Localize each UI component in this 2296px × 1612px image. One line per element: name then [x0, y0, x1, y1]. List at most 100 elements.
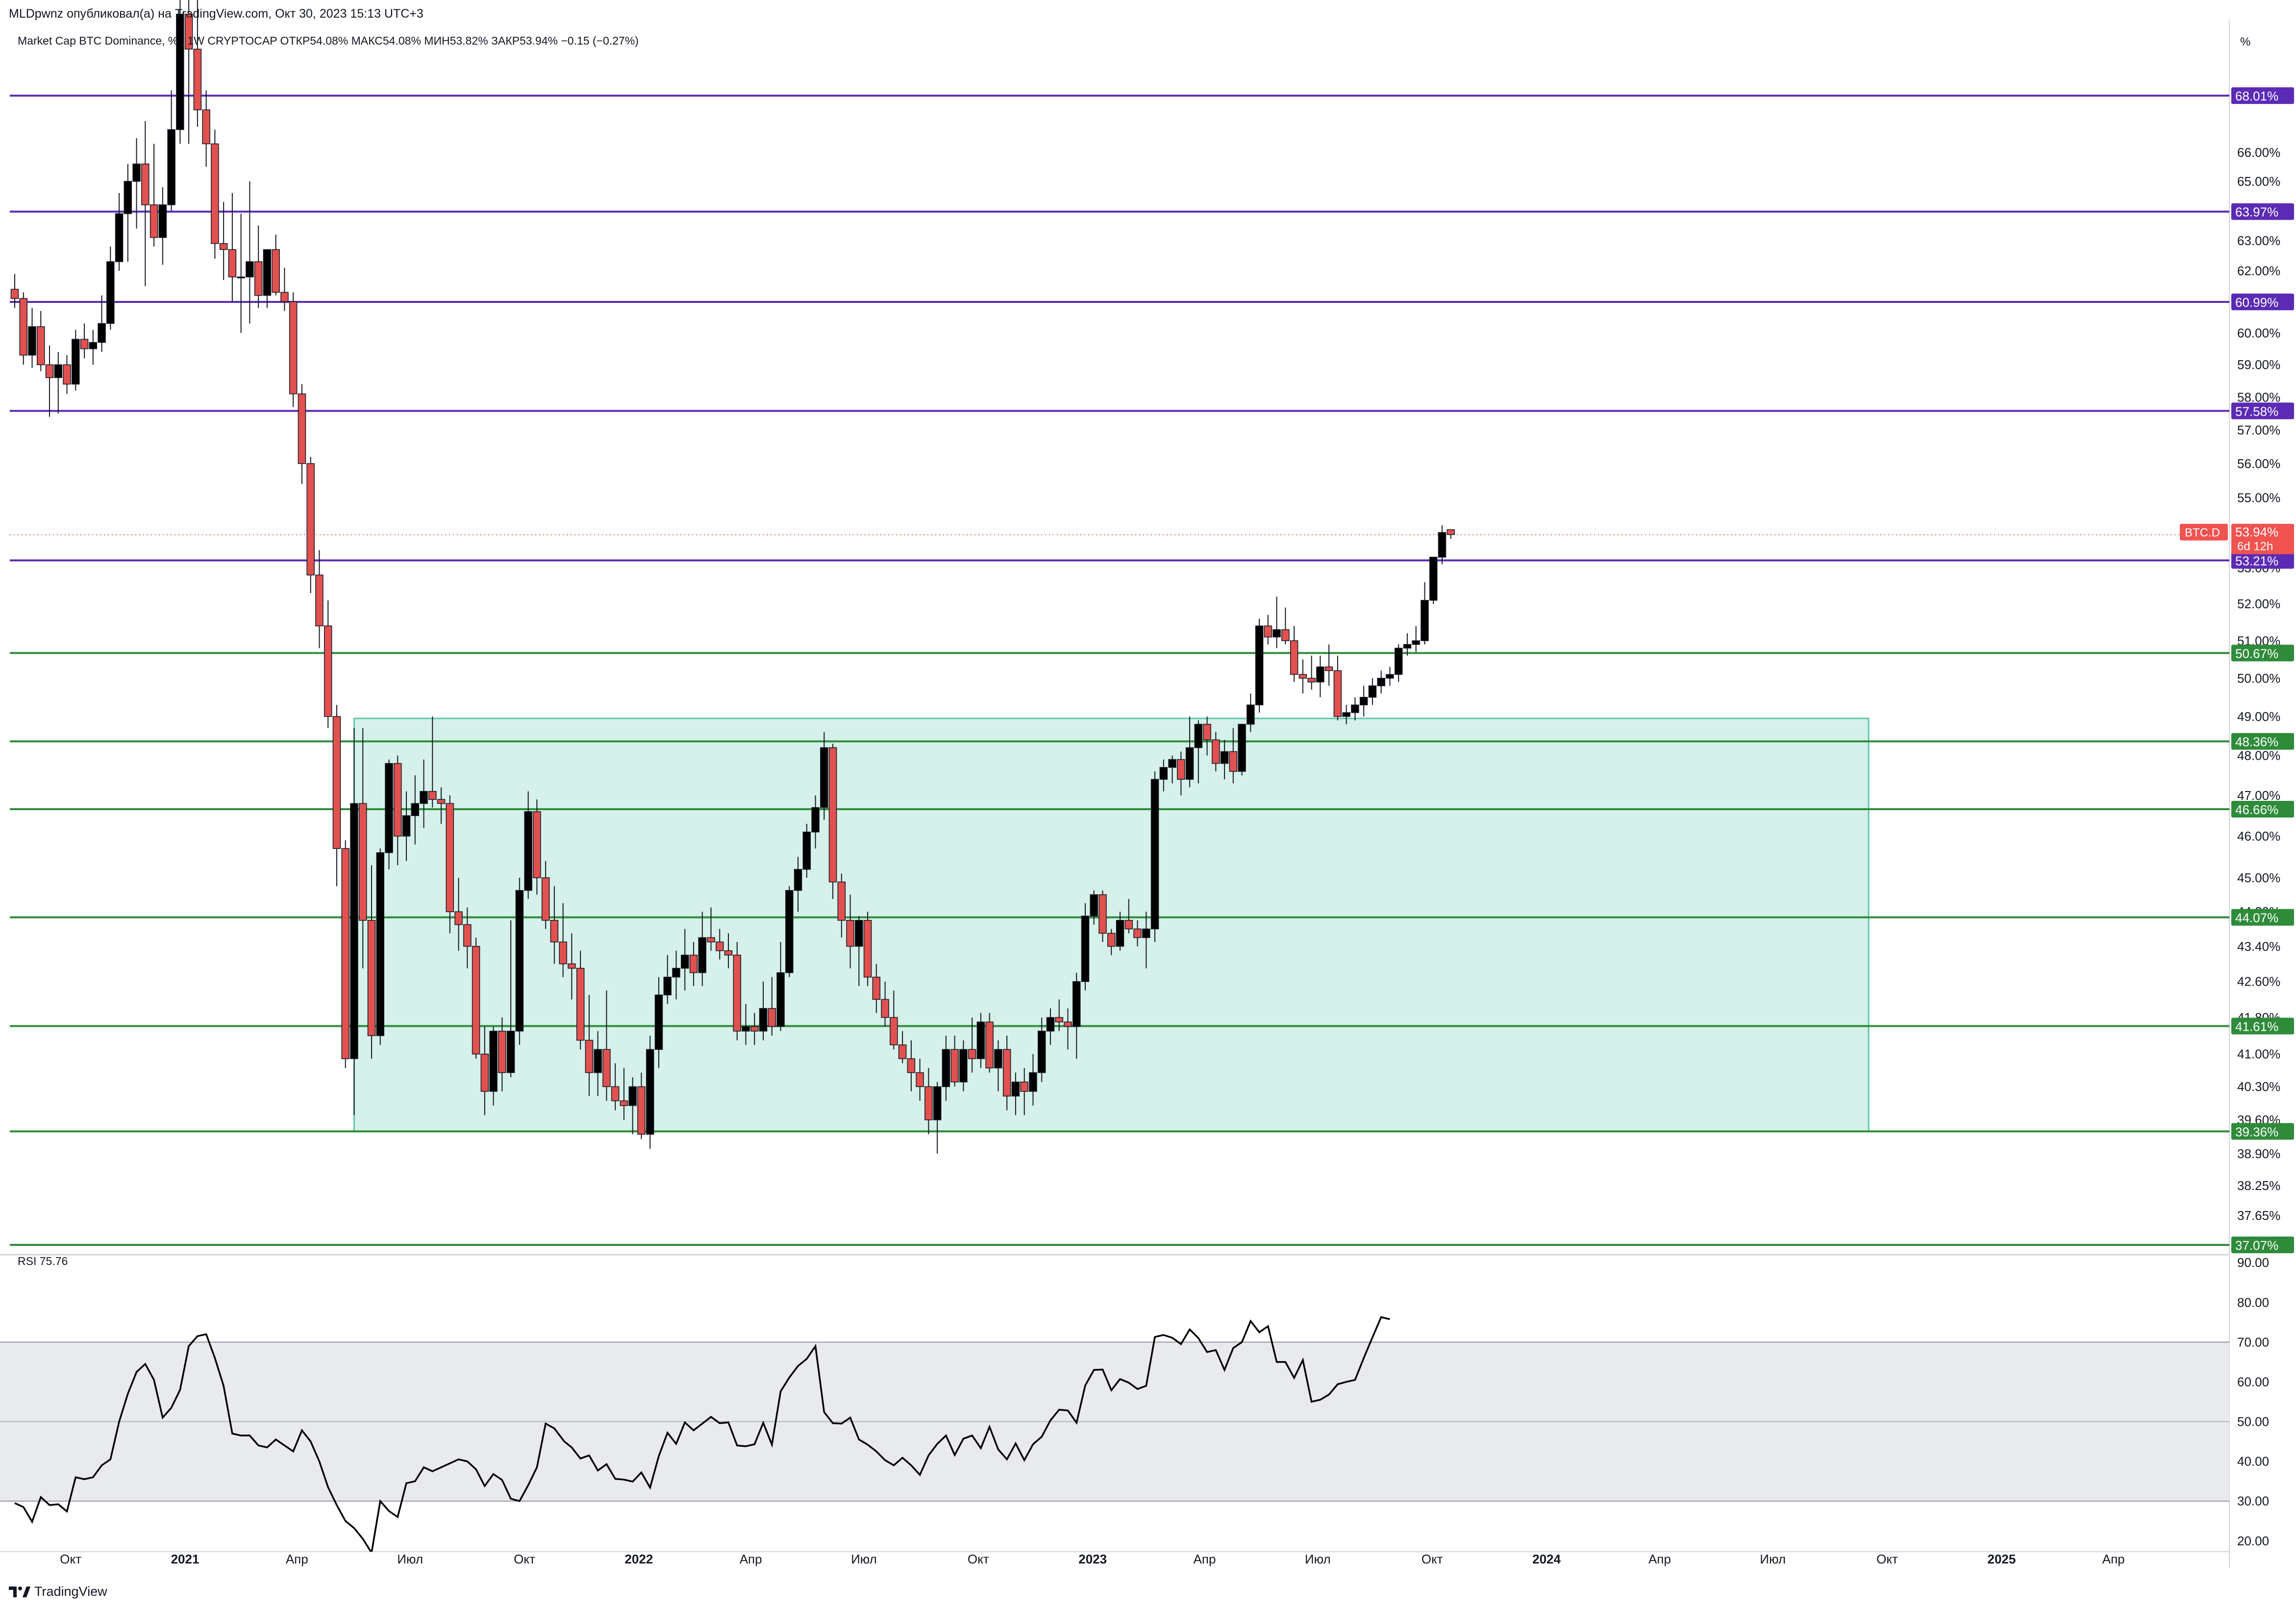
candle[interactable] [506, 920, 515, 1078]
candle[interactable] [367, 865, 376, 1059]
level-tag[interactable] [2231, 1123, 2294, 1140]
candle[interactable] [306, 457, 315, 594]
candle[interactable] [1281, 607, 1290, 645]
candle[interactable] [1290, 626, 1298, 682]
candle[interactable] [672, 950, 680, 1000]
candle[interactable] [54, 352, 63, 414]
candle[interactable] [1324, 644, 1333, 686]
candle[interactable] [1316, 655, 1324, 697]
candle[interactable] [768, 977, 776, 1036]
candle[interactable] [628, 1077, 637, 1135]
candle[interactable] [350, 728, 358, 1116]
candle[interactable] [620, 1068, 628, 1120]
candle[interactable] [1359, 686, 1368, 717]
candle[interactable] [680, 929, 689, 991]
candle[interactable] [663, 955, 672, 1004]
candle[interactable] [272, 234, 280, 296]
candle[interactable] [785, 886, 794, 977]
candle[interactable] [942, 1036, 950, 1101]
candle[interactable] [176, 0, 184, 144]
candle[interactable] [324, 600, 332, 728]
candle[interactable] [428, 716, 437, 808]
candle[interactable] [1098, 890, 1107, 942]
symbol-legend[interactable]: Market Cap BTC Dominance, % , 1W CRYPTOC… [18, 34, 639, 47]
candle[interactable] [872, 964, 881, 1013]
candle[interactable] [1090, 890, 1098, 925]
candle[interactable] [742, 1004, 750, 1045]
candle[interactable] [776, 942, 785, 1031]
candle[interactable] [280, 268, 289, 311]
candle[interactable] [1185, 716, 1194, 788]
candle[interactable] [446, 795, 454, 934]
candle[interactable] [855, 916, 863, 986]
candle[interactable] [150, 144, 158, 247]
candle[interactable] [167, 90, 175, 211]
candle[interactable] [863, 912, 872, 986]
candle[interactable] [1177, 751, 1185, 795]
candle[interactable] [45, 346, 54, 417]
level-tag[interactable] [2231, 294, 2294, 311]
candle[interactable] [1229, 728, 1238, 784]
candle[interactable] [411, 775, 420, 844]
candle[interactable] [80, 323, 89, 359]
candle[interactable] [559, 903, 567, 977]
candle[interactable] [1159, 759, 1168, 792]
candle[interactable] [794, 857, 802, 912]
candle[interactable] [332, 705, 341, 887]
candle[interactable] [341, 840, 349, 1068]
candle[interactable] [594, 1031, 602, 1096]
candle[interactable] [489, 1026, 498, 1106]
symbol-tag[interactable] [2180, 523, 2228, 541]
candle[interactable] [1412, 626, 1420, 652]
candle[interactable] [1046, 1008, 1055, 1045]
candle[interactable] [1238, 723, 1246, 775]
candle[interactable] [420, 759, 428, 828]
candle[interactable] [1142, 912, 1150, 968]
candle[interactable] [1037, 1017, 1046, 1082]
candle[interactable] [202, 90, 210, 167]
rsi-line[interactable] [14, 1316, 1390, 1553]
candle[interactable] [315, 550, 324, 648]
last-price-tag[interactable] [2231, 523, 2294, 554]
candle[interactable] [576, 950, 585, 1050]
candle[interactable] [463, 907, 472, 968]
candle[interactable] [1107, 929, 1116, 955]
candle[interactable] [985, 1013, 994, 1073]
candle[interactable] [158, 187, 167, 265]
candle[interactable] [376, 848, 384, 1045]
candle[interactable] [1429, 557, 1438, 604]
candle[interactable] [1150, 771, 1159, 942]
level-tag[interactable] [2231, 1017, 2294, 1035]
candle[interactable] [950, 1036, 959, 1087]
candle[interactable] [211, 129, 219, 259]
candle[interactable] [637, 1072, 646, 1140]
candle[interactable] [611, 1063, 620, 1111]
candle[interactable] [1438, 525, 1447, 565]
candle[interactable] [19, 292, 28, 365]
candle[interactable] [394, 755, 402, 866]
candle[interactable] [246, 181, 254, 324]
candle[interactable] [115, 193, 124, 271]
candle[interactable] [124, 164, 132, 262]
candle[interactable] [193, 0, 202, 127]
candle[interactable] [689, 942, 698, 986]
candle[interactable] [515, 877, 524, 1045]
candle[interactable] [1194, 720, 1203, 784]
candle[interactable] [1421, 582, 1429, 645]
candle[interactable] [550, 886, 559, 964]
candle[interactable] [498, 1017, 506, 1091]
candle[interactable] [802, 823, 811, 878]
candle[interactable] [454, 877, 463, 951]
candle[interactable] [1342, 705, 1350, 724]
candle[interactable] [1307, 655, 1316, 690]
candle[interactable] [1368, 678, 1377, 705]
candle[interactable] [28, 308, 36, 368]
candle[interactable] [890, 990, 898, 1050]
candle[interactable] [480, 1026, 489, 1116]
candle[interactable] [750, 1013, 759, 1045]
candle[interactable] [1203, 716, 1211, 756]
candle[interactable] [524, 791, 532, 899]
candle[interactable] [98, 295, 106, 352]
candle[interactable] [1255, 619, 1264, 713]
